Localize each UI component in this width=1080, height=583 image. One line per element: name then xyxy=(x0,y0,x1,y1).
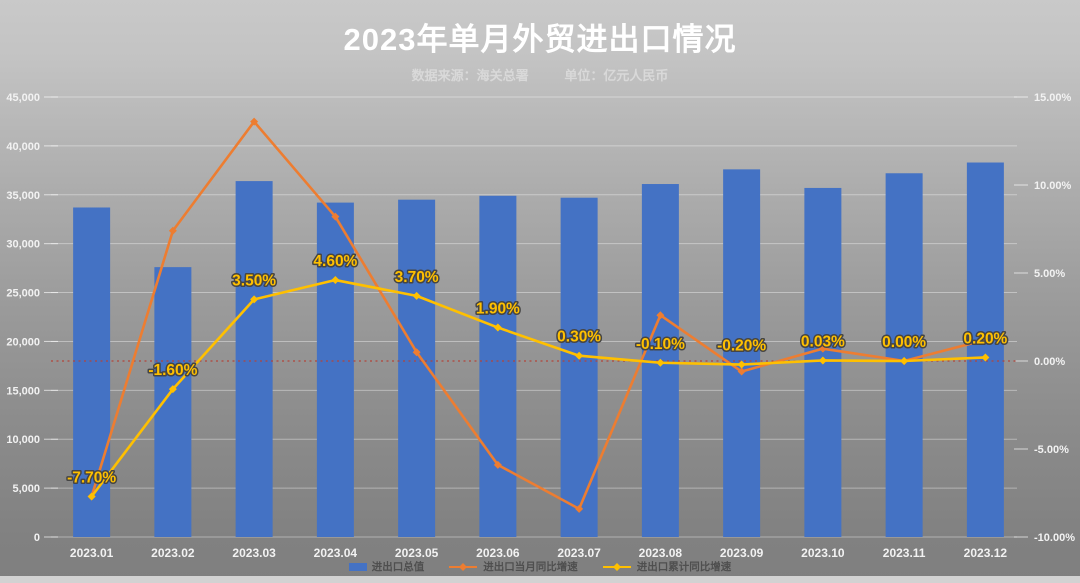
data-label: 1.90% xyxy=(476,301,520,318)
bar xyxy=(154,267,192,537)
cumulative-yoy-point xyxy=(412,291,421,300)
monthly-yoy-point xyxy=(981,335,990,344)
data-label: 3.70% xyxy=(395,269,439,286)
data-label: 0.00% xyxy=(882,334,926,351)
chart-legend: 进出口总值 进出口当月同比增速 进出口累计同比增速 xyxy=(0,559,1080,574)
monthly-yoy-point xyxy=(250,117,259,126)
cumulative-yoy-point xyxy=(87,492,96,501)
x-axis-label: 2023.06 xyxy=(476,546,520,560)
chart-subtitle: 数据来源：海关总署 单位：亿元人民币 xyxy=(0,65,1080,84)
bar xyxy=(723,169,761,537)
monthly-yoy-point xyxy=(737,367,746,376)
legend-marker xyxy=(612,562,621,571)
cumulative-yoy-point xyxy=(331,276,340,285)
monthly-yoy-point xyxy=(818,344,827,353)
data-label: -1.60% xyxy=(148,362,197,379)
bar xyxy=(316,202,354,537)
monthly-yoy-point xyxy=(412,348,421,357)
x-axis-label: 2023.01 xyxy=(70,546,114,560)
data-label: -7.70% xyxy=(67,470,116,487)
x-axis-label: 2023.10 xyxy=(801,546,845,560)
cumulative-yoy-point xyxy=(981,353,990,362)
bar xyxy=(560,197,598,537)
data-label: 0.03% xyxy=(801,333,845,350)
legend-item-total-value: 进出口总值 xyxy=(348,559,425,574)
cumulative-yoy-point xyxy=(818,356,827,365)
cumulative-yoy-point xyxy=(493,323,502,332)
monthly-yoy-line-swatch xyxy=(449,562,478,571)
left-axis-label: 30,000 xyxy=(6,239,40,251)
data-label: 4.60% xyxy=(313,253,357,270)
bar-series-swatch xyxy=(348,562,367,571)
monthly-yoy-point xyxy=(331,212,340,221)
bar xyxy=(885,173,923,537)
cumulative-yoy-line-swatch xyxy=(602,562,631,571)
left-axis-label: 5,000 xyxy=(12,483,40,495)
left-axis-label: 20,000 xyxy=(6,336,40,348)
left-axis-label: 25,000 xyxy=(6,288,40,300)
right-axis-label: 10.00% xyxy=(1034,180,1072,192)
data-label: -0.20% xyxy=(717,338,766,355)
legend-item-monthly-yoy: 进出口当月同比增速 xyxy=(448,559,578,574)
monthly-yoy-point xyxy=(575,504,584,513)
x-axis-label: 2023.03 xyxy=(232,546,276,560)
x-axis-label: 2023.05 xyxy=(395,546,439,560)
right-axis-label: -10.00% xyxy=(1034,532,1075,544)
unit-label: 单位：亿元人民币 xyxy=(564,68,669,83)
left-axis-label: 40,000 xyxy=(6,141,40,153)
cumulative-yoy-point xyxy=(575,351,584,360)
left-axis-label: 35,000 xyxy=(6,190,40,202)
monthly-yoy-point xyxy=(168,226,177,235)
legend-item-cumulative-yoy: 进出口累计同比增速 xyxy=(602,559,732,574)
right-axis-label: 0.00% xyxy=(1034,356,1065,368)
left-axis-label: 45,000 xyxy=(6,92,40,104)
page-title: 2023年单月外贸进出口情况 xyxy=(343,22,737,57)
bar xyxy=(73,207,111,537)
legend-label: 进出口当月同比增速 xyxy=(483,561,578,573)
legend-label: 进出口累计同比增速 xyxy=(636,561,732,573)
monthly-yoy-point xyxy=(656,311,665,320)
bar xyxy=(966,162,1004,537)
monthly-yoy-line xyxy=(90,120,986,511)
left-axis-label: 0 xyxy=(34,532,40,544)
cumulative-yoy-point xyxy=(656,358,665,367)
right-axis-label: 15.00% xyxy=(1034,92,1072,104)
right-axis-label: 5.00% xyxy=(1034,268,1065,280)
x-axis-label: 2023.12 xyxy=(964,546,1008,560)
left-axis-label: 15,000 xyxy=(6,385,40,397)
cumulative-yoy-point xyxy=(900,357,909,365)
x-axis-label: 2023.07 xyxy=(557,546,601,560)
legend-marker xyxy=(459,562,468,571)
cumulative-yoy-point xyxy=(737,360,746,369)
x-axis-label: 2023.02 xyxy=(151,546,195,560)
data-source-label: 数据来源：海关总署 xyxy=(411,68,529,83)
data-label: 0.20% xyxy=(963,330,1007,347)
data-label: 3.50% xyxy=(232,272,276,289)
cumulative-yoy-point xyxy=(250,295,259,304)
bar xyxy=(235,181,273,538)
left-axis-label: 10,000 xyxy=(6,434,40,446)
monthly-yoy-point xyxy=(493,460,502,469)
x-axis-label: 2023.11 xyxy=(883,546,926,560)
cumulative-yoy-line xyxy=(90,278,986,498)
legend-label: 进出口总值 xyxy=(371,561,425,573)
x-axis-label: 2023.08 xyxy=(639,546,683,560)
bottom-strip xyxy=(0,576,1080,583)
cumulative-yoy-point xyxy=(168,385,177,394)
x-axis-label: 2023.04 xyxy=(314,546,358,560)
right-axis-label: -5.00% xyxy=(1034,444,1069,456)
data-label: 0.30% xyxy=(557,329,601,346)
bar xyxy=(479,195,517,537)
x-axis-label: 2023.09 xyxy=(720,546,764,560)
data-label: -0.10% xyxy=(636,336,685,353)
